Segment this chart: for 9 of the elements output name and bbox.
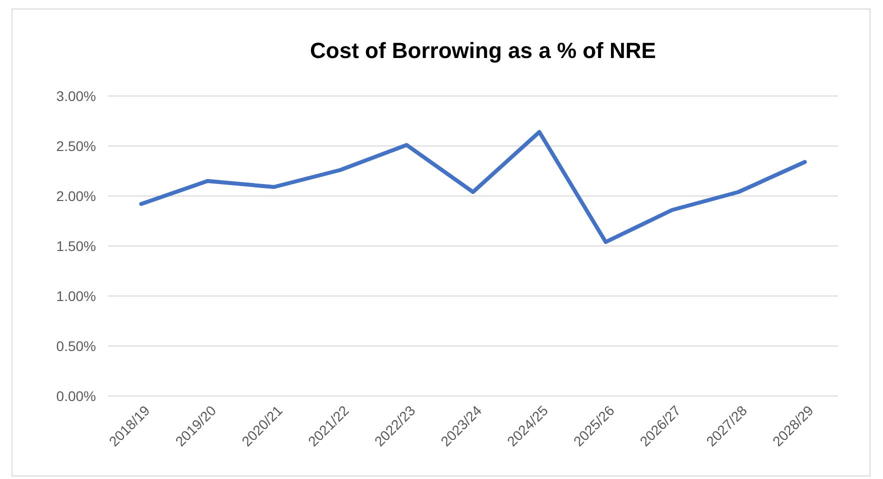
y-tick-label: 1.50%: [56, 238, 96, 254]
chart-title: Cost of Borrowing as a % of NRE: [310, 38, 656, 63]
y-tick-label: 2.00%: [56, 188, 96, 204]
y-tick-label: 0.00%: [56, 388, 96, 404]
y-tick-label: 0.50%: [56, 338, 96, 354]
y-tick-label: 2.50%: [56, 138, 96, 154]
y-tick-label: 3.00%: [56, 88, 96, 104]
line-series: [139, 130, 807, 244]
y-tick-label: 1.00%: [56, 288, 96, 304]
